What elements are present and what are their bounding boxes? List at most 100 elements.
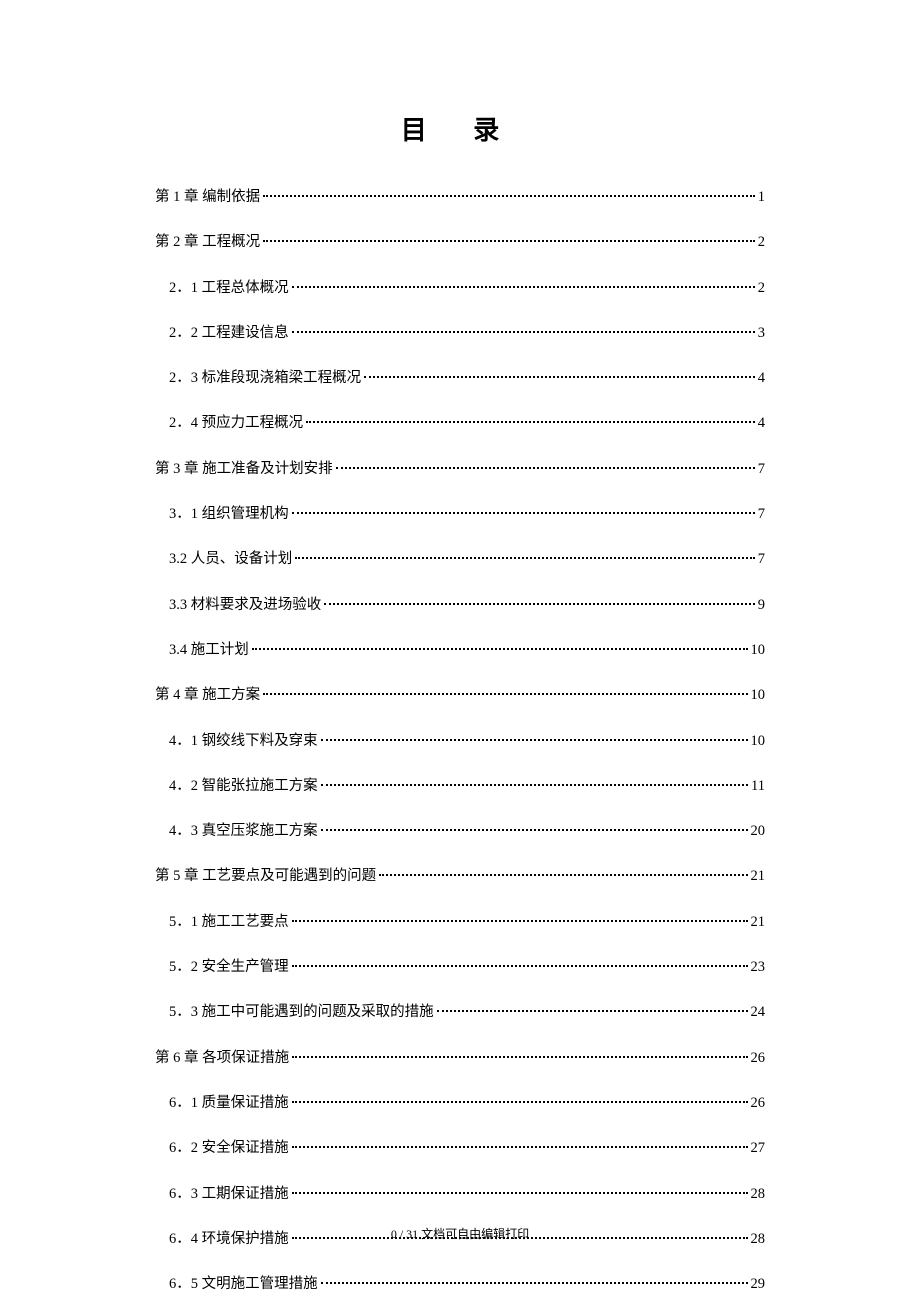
toc-entry-label: 第 4 章 施工方案 (155, 685, 260, 705)
toc-leader-dots (321, 829, 748, 831)
toc-leader-dots (292, 286, 755, 288)
toc-entry: 2．4 预应力工程概况 4 (155, 413, 765, 433)
toc-entry-page: 10 (751, 731, 766, 751)
toc-entry: 3．1 组织管理机构 7 (155, 504, 765, 524)
toc-entry-label: 4．1 钢绞线下料及穿束 (169, 731, 318, 751)
toc-entry-page: 26 (751, 1093, 766, 1113)
toc-leader-dots (263, 693, 747, 695)
toc-leader-dots (292, 920, 748, 922)
toc-entry: 第 4 章 施工方案 10 (155, 685, 765, 705)
toc-entry: 4．1 钢绞线下料及穿束 10 (155, 731, 765, 751)
toc-entry: 3.2 人员、设备计划 7 (155, 549, 765, 569)
toc-entry-page: 21 (751, 912, 766, 932)
toc-leader-dots (292, 331, 755, 333)
toc-entry: 3.3 材料要求及进场验收 9 (155, 595, 765, 615)
toc-entry-page: 3 (758, 323, 765, 343)
toc-entry-label: 2．4 预应力工程概况 (169, 413, 303, 433)
toc-entry: 6．3 工期保证措施 28 (155, 1184, 765, 1204)
toc-leader-dots (263, 240, 755, 242)
toc-entry-page: 10 (751, 640, 766, 660)
document-page: 目 录 第 1 章 编制依据 1 第 2 章 工程概况 2 2．1 工程总体概况 2 2．2… (0, 0, 920, 1294)
toc-entry-page: 26 (751, 1048, 766, 1068)
toc-leader-dots (292, 1146, 748, 1148)
toc-entry-label: 4．2 智能张拉施工方案 (169, 776, 318, 796)
toc-leader-dots (437, 1010, 748, 1012)
toc-leader-dots (324, 603, 755, 605)
toc-entry-page: 24 (751, 1002, 766, 1022)
toc-leader-dots (364, 376, 755, 378)
toc-entry-label: 2．1 工程总体概况 (169, 278, 289, 298)
toc-entry-page: 1 (758, 187, 765, 207)
toc-entry-page: 7 (758, 504, 765, 524)
toc-leader-dots (306, 421, 755, 423)
toc-leader-dots (292, 512, 755, 514)
toc-leader-dots (292, 965, 748, 967)
toc-entry-page: 7 (758, 459, 765, 479)
toc-entry-page: 7 (758, 549, 765, 569)
toc-entry-label: 2．3 标准段现浇箱梁工程概况 (169, 368, 361, 388)
toc-leader-dots (321, 1282, 748, 1284)
toc-container: 第 1 章 编制依据 1 第 2 章 工程概况 2 2．1 工程总体概况 2 2．2 工程建… (155, 187, 765, 1294)
toc-entry-page: 27 (751, 1138, 766, 1158)
toc-leader-dots (292, 1056, 747, 1058)
toc-entry-label: 3.2 人员、设备计划 (169, 549, 292, 569)
toc-entry-label: 5．2 安全生产管理 (169, 957, 289, 977)
toc-entry-label: 2．2 工程建设信息 (169, 323, 289, 343)
toc-entry: 6．2 安全保证措施 27 (155, 1138, 765, 1158)
toc-entry-label: 第 2 章 工程概况 (155, 232, 260, 252)
toc-leader-dots (379, 874, 747, 876)
toc-entry: 6．1 质量保证措施 26 (155, 1093, 765, 1113)
toc-entry: 第 6 章 各项保证措施 26 (155, 1048, 765, 1068)
toc-entry: 第 1 章 编制依据 1 (155, 187, 765, 207)
toc-title: 目 录 (155, 110, 765, 147)
toc-entry-page: 2 (758, 232, 765, 252)
toc-entry: 5．3 施工中可能遇到的问题及采取的措施 24 (155, 1002, 765, 1022)
toc-entry: 6．5 文明施工管理措施 29 (155, 1274, 765, 1294)
toc-leader-dots (295, 557, 755, 559)
toc-entry: 第 2 章 工程概况 2 (155, 232, 765, 252)
toc-entry-page: 2 (758, 278, 765, 298)
toc-leader-dots (321, 739, 748, 741)
toc-entry: 2．2 工程建设信息 3 (155, 323, 765, 343)
toc-entry-page: 9 (758, 595, 765, 615)
toc-entry: 2．1 工程总体概况 2 (155, 278, 765, 298)
toc-entry-label: 第 1 章 编制依据 (155, 187, 260, 207)
toc-entry-label: 第 3 章 施工准备及计划安排 (155, 459, 333, 479)
toc-entry-page: 29 (751, 1274, 766, 1294)
toc-entry-label: 6．1 质量保证措施 (169, 1093, 289, 1113)
toc-entry-page: 11 (751, 776, 765, 796)
toc-entry: 4．2 智能张拉施工方案 11 (155, 776, 765, 796)
toc-entry-label: 3.4 施工计划 (169, 640, 249, 660)
toc-entry-label: 3.3 材料要求及进场验收 (169, 595, 321, 615)
toc-entry-page: 4 (758, 368, 765, 388)
toc-entry-page: 10 (751, 685, 766, 705)
toc-leader-dots (292, 1101, 748, 1103)
toc-leader-dots (292, 1192, 748, 1194)
toc-entry-label: 4．3 真空压浆施工方案 (169, 821, 318, 841)
toc-entry-page: 20 (751, 821, 766, 841)
toc-entry-label: 第 5 章 工艺要点及可能遇到的问题 (155, 866, 376, 886)
toc-entry-page: 28 (751, 1184, 766, 1204)
toc-entry: 5．1 施工工艺要点 21 (155, 912, 765, 932)
toc-entry: 第 5 章 工艺要点及可能遇到的问题 21 (155, 866, 765, 886)
toc-entry-label: 第 6 章 各项保证措施 (155, 1048, 289, 1068)
toc-entry-page: 23 (751, 957, 766, 977)
toc-entry: 5．2 安全生产管理 23 (155, 957, 765, 977)
toc-leader-dots (321, 784, 748, 786)
toc-entry: 4．3 真空压浆施工方案 20 (155, 821, 765, 841)
toc-entry-label: 6．2 安全保证措施 (169, 1138, 289, 1158)
toc-entry: 3.4 施工计划 10 (155, 640, 765, 660)
toc-leader-dots (336, 467, 755, 469)
toc-entry: 2．3 标准段现浇箱梁工程概况 4 (155, 368, 765, 388)
toc-leader-dots (263, 195, 755, 197)
toc-entry-label: 3．1 组织管理机构 (169, 504, 289, 524)
toc-entry-label: 6．3 工期保证措施 (169, 1184, 289, 1204)
toc-entry-page: 21 (751, 866, 766, 886)
toc-entry: 第 3 章 施工准备及计划安排 7 (155, 459, 765, 479)
toc-entry-page: 4 (758, 413, 765, 433)
toc-entry-label: 5．1 施工工艺要点 (169, 912, 289, 932)
toc-entry-label: 5．3 施工中可能遇到的问题及采取的措施 (169, 1002, 434, 1022)
toc-leader-dots (252, 648, 748, 650)
page-footer: 0 / 31 文档可自由编辑打印 (0, 1225, 920, 1242)
toc-entry-label: 6．5 文明施工管理措施 (169, 1274, 318, 1294)
